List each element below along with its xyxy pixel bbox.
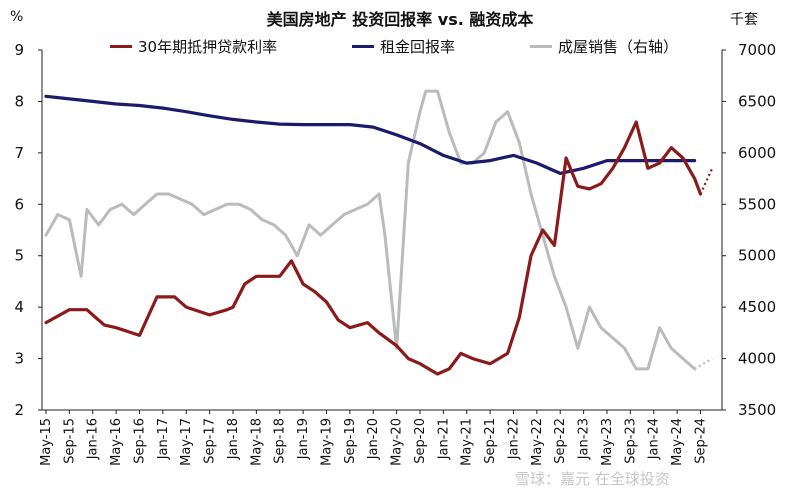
right-tick-label: 5000 [738, 247, 776, 265]
legend-label-rent-yield: 租金回报率 [380, 38, 456, 56]
x-tick-label: Jan-16 [86, 418, 101, 460]
series-projection-mortgage-rate [699, 167, 714, 195]
legend-swatch-home-sales [530, 45, 552, 48]
x-tick-label: May-18 [249, 418, 264, 466]
left-axis-unit: % [10, 9, 24, 25]
x-tick-label: Sep-20 [413, 418, 428, 464]
x-tick-label: Sep-16 [132, 418, 147, 464]
series-line-home-sales [44, 89, 697, 371]
series-line-mortgage-rate [44, 120, 703, 376]
x-tick-label: Jan-24 [647, 418, 662, 460]
right-tick-label: 3500 [738, 401, 776, 419]
x-tick-label: May-19 [319, 418, 334, 466]
chart-axes: 2 3 4 5 6 7 8 9 3500 4000 4500 5000 5500 6000 6500 7000… [14, 41, 776, 466]
series-projection-home-sales [694, 357, 713, 370]
x-tick-label: May-21 [460, 418, 475, 466]
x-tick-label: Jan-19 [296, 418, 311, 460]
x-tick-label: Sep-17 [203, 418, 218, 464]
series-line-rent-yield [44, 94, 697, 175]
right-axis-unit: 千套 [730, 12, 758, 28]
x-tick-label: May-22 [530, 418, 545, 466]
watermark: 雪球：嘉元 在全球投资 [515, 470, 670, 488]
left-tick-label: 4 [14, 298, 24, 316]
x-tick-label: May-24 [670, 418, 685, 466]
x-tick-label: Jan-23 [577, 418, 592, 460]
x-tick-label: Sep-21 [483, 418, 498, 464]
left-tick-label: 9 [14, 41, 24, 59]
left-tick-label: 8 [14, 92, 24, 110]
legend-item-rent-yield: 租金回报率 [352, 36, 455, 57]
x-tick-label: May-20 [390, 418, 405, 466]
right-tick-label: 4000 [738, 350, 776, 368]
left-tick-label: 3 [14, 350, 24, 368]
legend-swatch-rent-yield [352, 45, 374, 48]
chart-title: 美国房地产 投资回报率 vs. 融资成本 [266, 10, 534, 29]
x-tick-label: Jan-18 [226, 418, 241, 460]
x-tick-label: Jan-21 [436, 418, 451, 460]
x-tick-label: Sep-18 [273, 418, 288, 464]
right-tick-label: 6000 [738, 144, 776, 162]
x-tick-label: Sep-22 [553, 418, 568, 464]
x-tick-label: Jan-20 [366, 418, 381, 460]
x-tick-label: Jan-17 [156, 418, 171, 460]
legend-label-mortgage-rate: 30年期抵押贷款利率 [138, 38, 278, 56]
x-tick-label: Sep-19 [343, 418, 358, 464]
left-tick-label: 5 [14, 247, 24, 265]
right-tick-label: 6500 [738, 92, 776, 110]
left-tick-label: 7 [14, 144, 24, 162]
right-tick-label: 5500 [738, 195, 776, 213]
left-tick-label: 6 [14, 195, 24, 213]
right-tick-label: 7000 [738, 41, 776, 59]
left-tick-label: 2 [14, 401, 24, 419]
legend-item-home-sales: 成屋销售（右轴） [530, 36, 678, 57]
x-tick-label: Sep-24 [693, 418, 708, 464]
right-tick-label: 4500 [738, 298, 776, 316]
legend-item-mortgage-rate: 30年期抵押贷款利率 [110, 36, 277, 57]
series-layer [44, 89, 714, 376]
legend-label-home-sales: 成屋销售（右轴） [558, 38, 679, 56]
x-tick-label: May-23 [600, 418, 615, 466]
x-tick-label: Sep-15 [62, 418, 77, 464]
legend-swatch-mortgage-rate [110, 45, 132, 48]
x-tick-label: Jan-22 [506, 418, 521, 460]
x-tick-label: Sep-23 [623, 418, 638, 464]
x-tick-label: May-17 [179, 418, 194, 466]
x-tick-label: May-15 [39, 418, 54, 466]
x-tick-label: May-16 [109, 418, 124, 466]
